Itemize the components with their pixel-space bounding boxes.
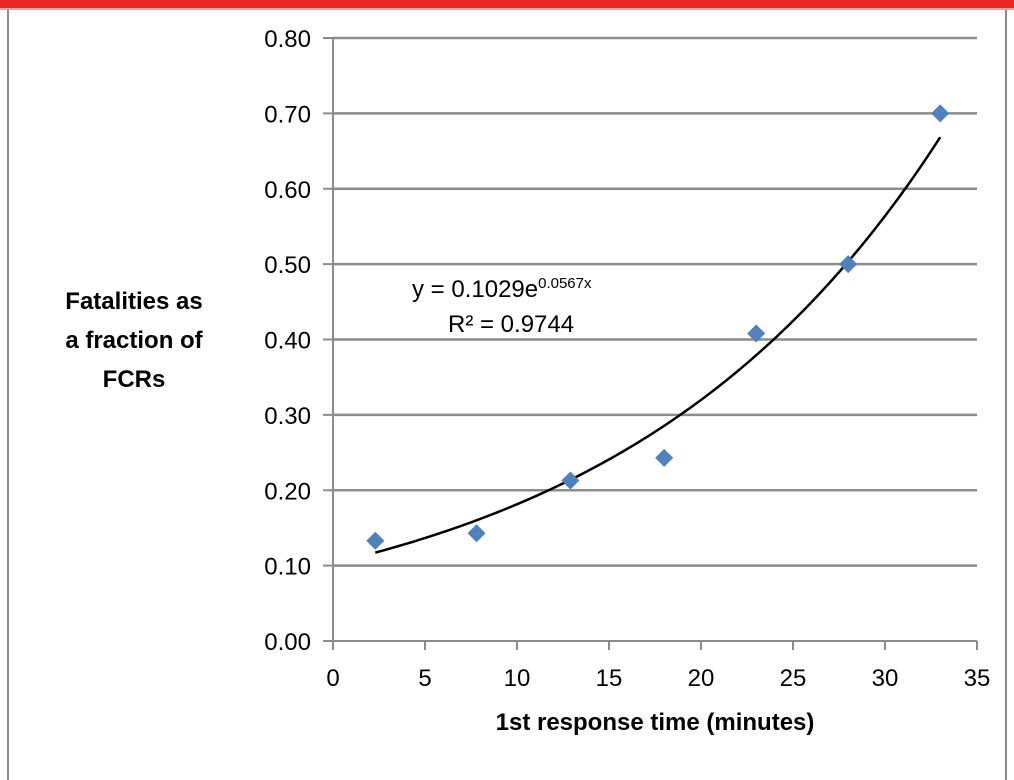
r-squared: R² = 0.9744 <box>448 311 574 338</box>
y-tick-label: 0.60 <box>264 177 311 204</box>
y-tick-label: 0.30 <box>264 403 311 430</box>
y-tick-label: 0.10 <box>264 554 311 581</box>
data-point <box>561 471 580 490</box>
x-tick-label: 35 <box>964 665 991 692</box>
data-point <box>931 104 950 123</box>
y-tick-labels: 0.00 0.10 0.20 0.30 0.40 0.50 0.60 0.70 0.80 <box>264 26 311 656</box>
x-tick-label: 10 <box>504 665 531 692</box>
x-tick-label: 30 <box>872 665 899 692</box>
y-tick-label: 0.80 <box>264 26 311 53</box>
data-point <box>467 524 486 543</box>
data-points <box>366 104 950 550</box>
x-tick-label: 25 <box>780 665 807 692</box>
gridlines <box>333 36 977 567</box>
y-axis-title-line-1: Fatalities as <box>65 288 202 315</box>
x-tick-labels: 0 5 10 15 20 25 30 35 <box>326 665 990 692</box>
x-axis-title: 1st response time (minutes) <box>496 709 815 736</box>
x-tick-label: 15 <box>596 665 623 692</box>
y-tick-label: 0.20 <box>264 478 311 505</box>
y-tick-label: 0.70 <box>264 101 311 128</box>
x-tick-label: 20 <box>688 665 715 692</box>
top-accent-line <box>0 8 1014 10</box>
top-accent-bar <box>0 0 1014 8</box>
y-axis-title-line-2: a fraction of <box>65 327 203 354</box>
data-point <box>655 448 674 467</box>
data-point <box>839 255 858 274</box>
y-tick-label: 0.40 <box>264 328 311 355</box>
axes <box>323 37 978 650</box>
slide-frame <box>7 10 1007 780</box>
x-tick-label: 0 <box>326 665 339 692</box>
y-tick-label: 0.00 <box>264 629 311 656</box>
x-tick-label: 5 <box>418 665 431 692</box>
y-tick-label: 0.50 <box>264 252 311 279</box>
y-axis-title-line-3: FCRs <box>103 366 166 393</box>
data-point <box>366 531 385 550</box>
data-point <box>747 324 766 343</box>
trend-equation: y = 0.1029e0.0567x <box>412 275 592 303</box>
